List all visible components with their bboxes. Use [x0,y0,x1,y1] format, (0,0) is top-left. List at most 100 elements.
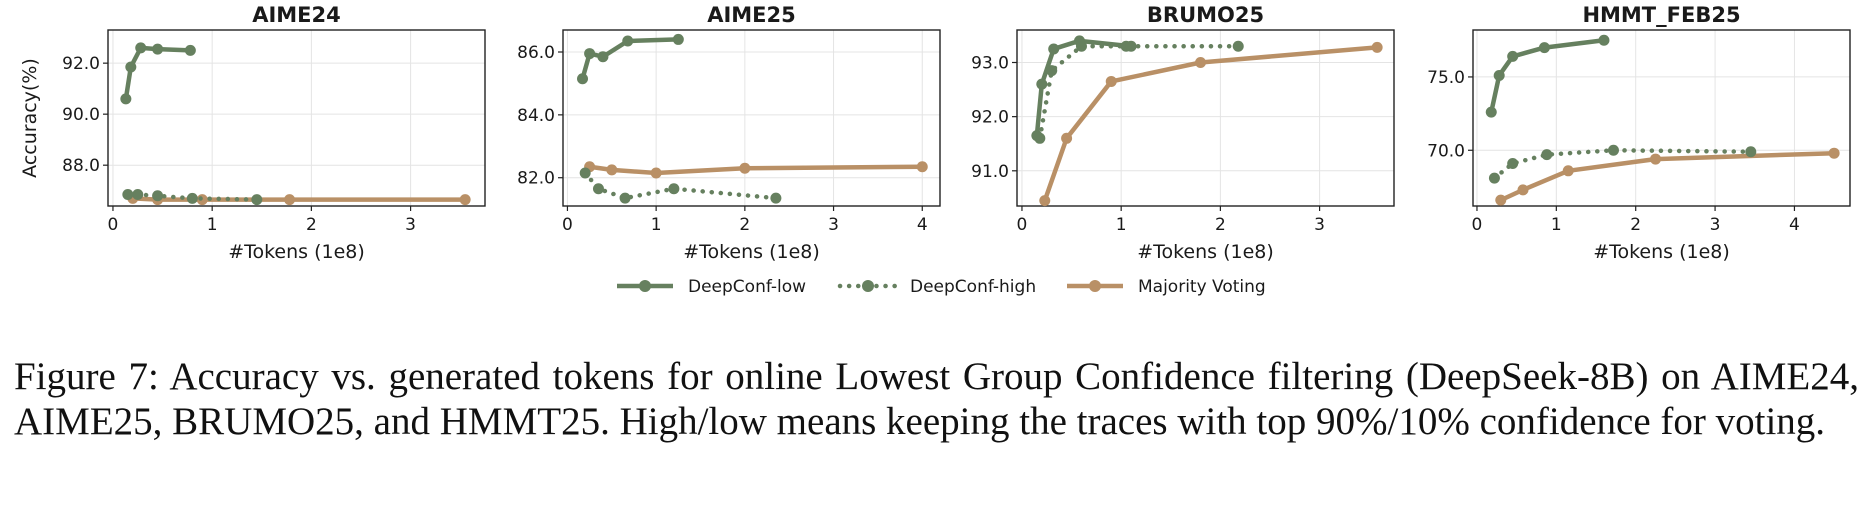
data-point-majority-voting [1650,153,1662,165]
plot-frame [107,29,486,207]
data-point-deepconf-high [592,183,604,195]
data-point-deepconf-low [152,43,164,55]
legend-label-mv: Majority Voting [1138,277,1266,297]
series-line-majority-voting [1499,150,1835,203]
series-line-deepconf-low [1034,38,1132,136]
data-point-deepconf-high [152,190,164,202]
data-point-majority-voting [739,162,751,174]
data-point-deepconf-high [1607,144,1619,156]
x-tick-label: 2 [306,215,317,235]
x-tick-label: 3 [828,215,839,235]
figure: 0 1 2 3 88.0 90.0 92.0 AIME24 #Tokens (1e8) Accur… [19,3,1851,297]
data-point-deepconf-high [186,192,198,204]
chart-panel-4: 0 1 2 3 4 70.0 75.0 HMMT_FEB25 #Tokens (1e8) [1427,3,1851,263]
data-point-deepconf-low [672,33,684,45]
y-tick-label: 92.0 [62,54,100,74]
legend: DeepConf-low DeepConf-high Majority Voting [617,277,1266,297]
y-tick-label: 75.0 [1427,68,1465,88]
chart-panel-3: 0 1 2 3 91.0 92.0 93.0 BRUMO25 #Tokens (1e8) [971,3,1395,263]
legend-marker-mv [1089,280,1101,292]
chart-panel-2: 0 1 2 3 4 82.0 84.0 86.0 AIME25 #Tokens (1e8) [517,3,941,263]
y-axis-label: Accuracy(%) [19,58,41,178]
data-point-majority-voting [1061,132,1073,144]
series-line-majority-voting [1042,45,1378,202]
data-point-deepconf-low [1031,130,1043,142]
x-tick-label: 2 [1215,215,1226,235]
data-point-deepconf-high [1541,149,1553,161]
data-point-majority-voting [1105,75,1117,87]
x-tick-label: 2 [1630,215,1641,235]
data-point-deepconf-high [122,189,134,201]
series-line-deepconf-high [582,170,779,201]
x-tick-label: 1 [1116,215,1127,235]
x-tick-label: 0 [1017,215,1028,235]
data-point-deepconf-low [135,42,147,54]
data-point-majority-voting [1495,194,1507,206]
data-point-majority-voting [916,161,928,173]
data-point-deepconf-low [1493,69,1505,81]
data-point-deepconf-low [1074,35,1086,47]
data-point-majority-voting [650,167,662,179]
data-point-deepconf-low [1538,42,1550,54]
data-point-deepconf-low [584,48,596,60]
data-point-deepconf-low [1507,50,1519,62]
data-point-deepconf-high [619,192,631,204]
data-point-deepconf-low [1036,78,1048,90]
legend-marker-low [639,280,651,292]
data-point-deepconf-high [251,194,263,206]
y-tick-label: 88.0 [62,156,100,176]
y-tick-label: 93.0 [971,53,1009,73]
x-tick-label: 2 [739,215,750,235]
data-point-majority-voting [1371,41,1383,53]
x-axis-label: #Tokens (1e8) [228,241,365,263]
data-point-deepconf-low [120,93,132,105]
plot-frame [1472,29,1851,207]
chart-title: AIME25 [707,3,796,27]
data-point-deepconf-low [1598,34,1610,46]
data-point-deepconf-low [1125,40,1137,52]
legend-label-low: DeepConf-low [688,277,806,297]
data-point-majority-voting [606,164,618,176]
data-point-deepconf-low [184,44,196,56]
x-tick-label: 0 [108,215,119,235]
data-point-majority-voting [1039,195,1051,207]
data-point-majority-voting [1562,165,1574,177]
x-tick-label: 1 [1551,215,1562,235]
x-tick-label: 3 [1710,215,1721,235]
x-tick-label: 1 [207,215,218,235]
x-tick-label: 1 [651,215,662,235]
y-tick-label: 84.0 [517,106,555,126]
y-tick-label: 90.0 [62,105,100,125]
y-tick-label: 86.0 [517,43,555,63]
data-point-deepconf-high [1745,146,1757,158]
x-tick-label: 0 [562,215,573,235]
chart-title: HMMT_FEB25 [1582,3,1740,27]
x-axis-label: #Tokens (1e8) [1137,241,1274,263]
plot-frame [1016,29,1395,207]
y-tick-label: 92.0 [971,108,1009,128]
y-tick-label: 91.0 [971,162,1009,182]
data-point-majority-voting [1195,56,1207,68]
data-point-majority-voting [459,194,471,206]
data-point-deepconf-high [770,192,782,204]
series-line-majority-voting [589,164,923,176]
x-axis-label: #Tokens (1e8) [683,241,820,263]
data-point-deepconf-low [125,61,137,73]
legend-marker-high [862,280,874,292]
y-tick-label: 82.0 [517,169,555,189]
series-line-deepconf-low [123,45,191,100]
data-point-deepconf-low [622,35,634,47]
data-point-deepconf-high [1507,157,1519,169]
data-point-majority-voting [284,194,296,206]
series-line-deepconf-high [1492,148,1754,181]
data-point-deepconf-high [132,189,144,201]
y-tick-label: 70.0 [1427,141,1465,161]
x-tick-label: 3 [405,215,416,235]
data-point-deepconf-high [1232,40,1244,52]
data-point-majority-voting [1517,184,1529,196]
x-tick-label: 3 [1314,215,1325,235]
chart-title: BRUMO25 [1147,3,1264,27]
data-point-majority-voting [1828,147,1840,159]
plot-frame [562,29,941,207]
data-point-deepconf-low [577,73,589,85]
